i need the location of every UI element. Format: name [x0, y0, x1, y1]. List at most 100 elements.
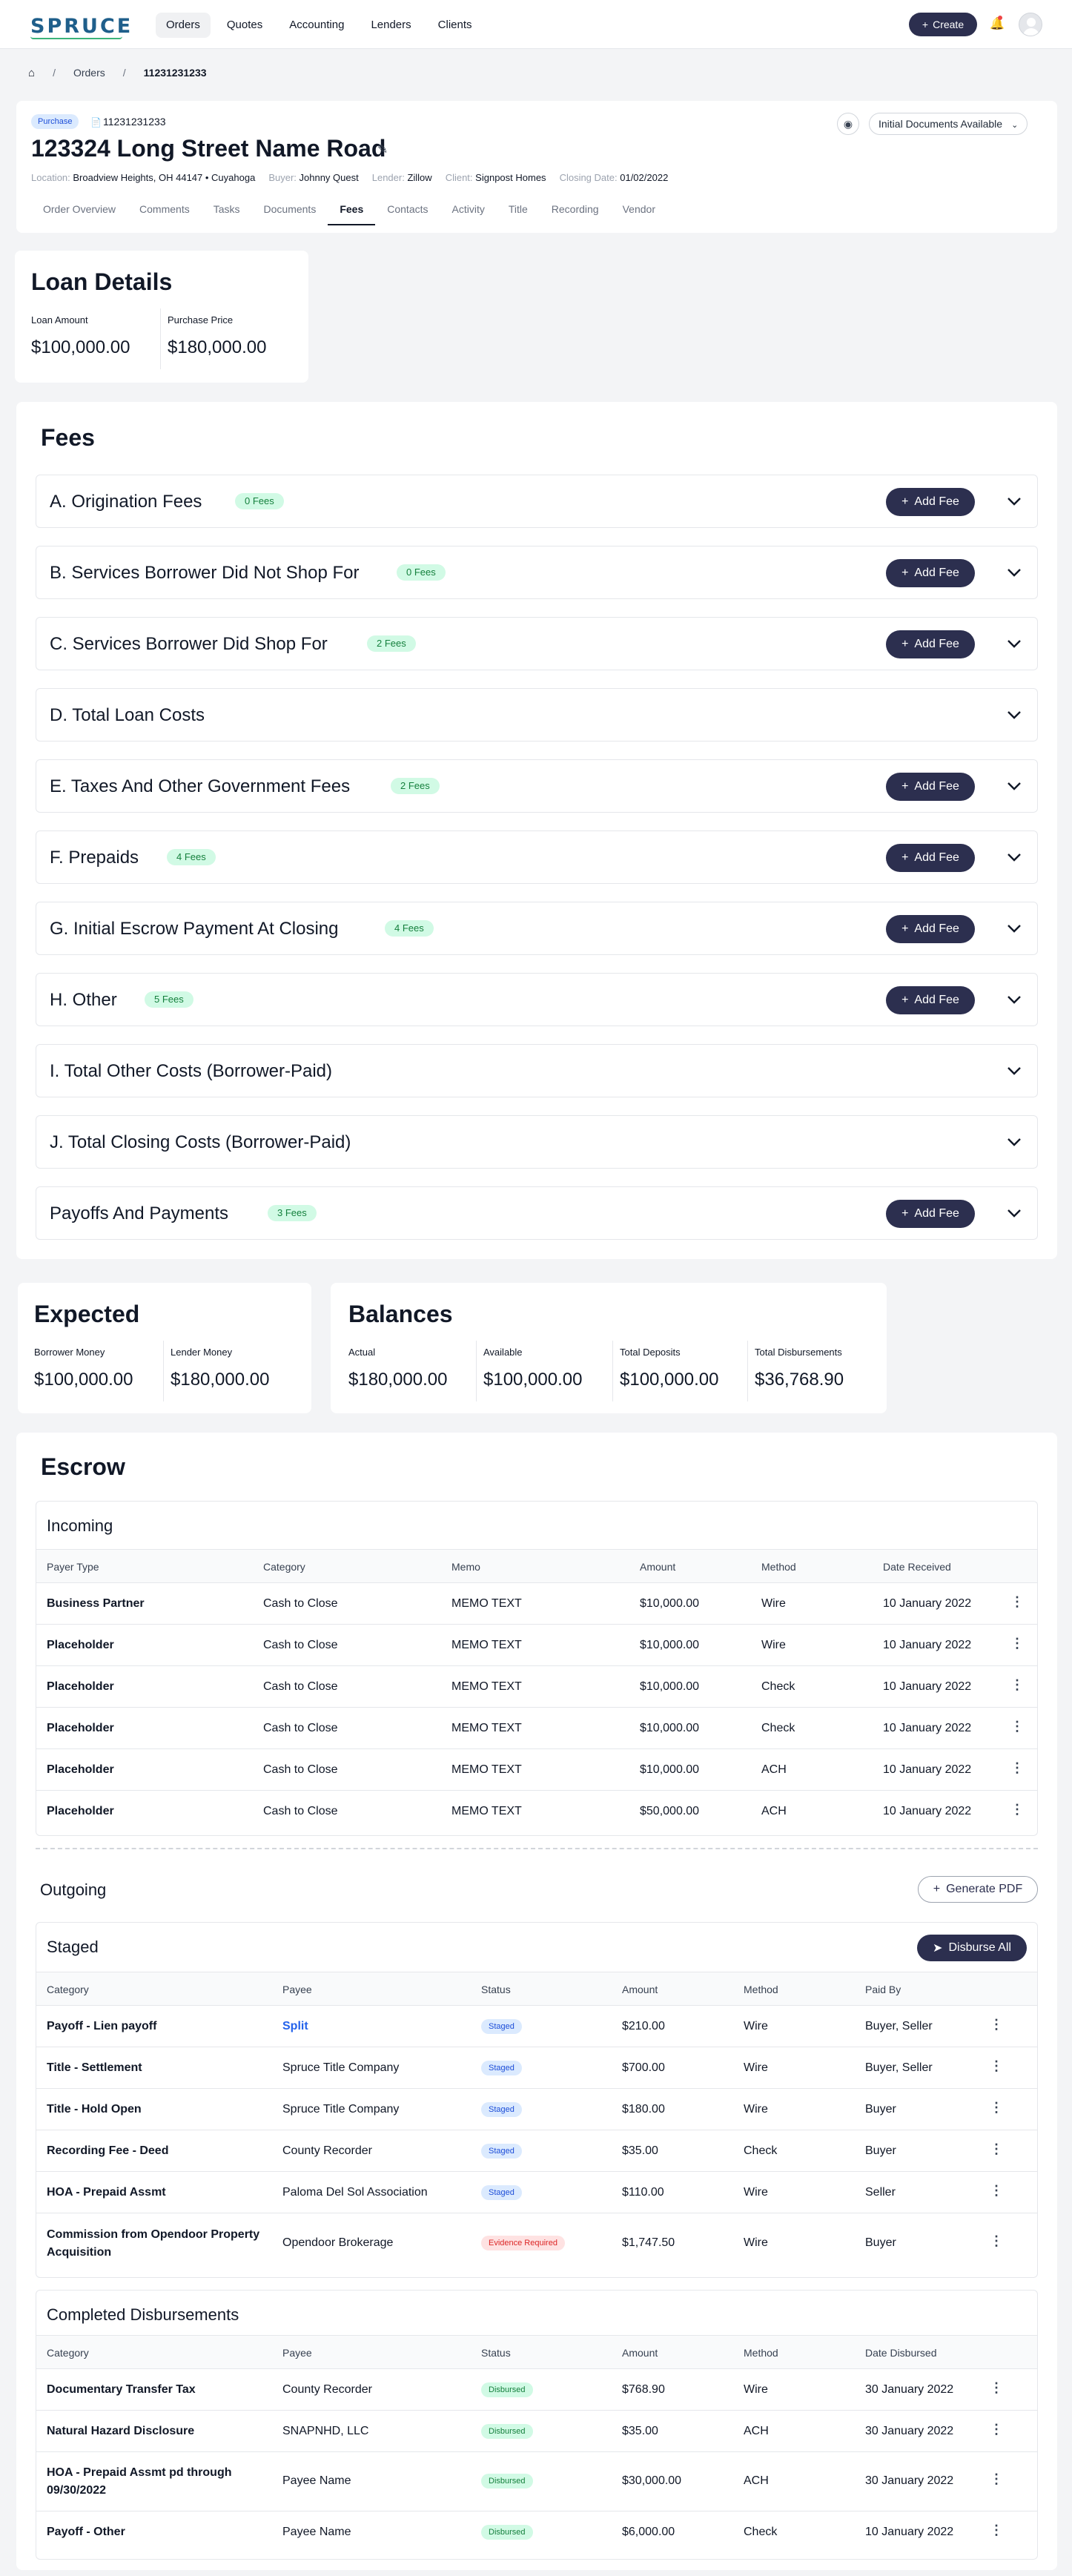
tab-activity[interactable]: Activity [451, 203, 485, 215]
nav-accounting[interactable]: Accounting [289, 19, 345, 31]
payer-type: Placeholder [47, 1763, 114, 1776]
tab-documents[interactable]: Documents [263, 203, 317, 215]
chevron-down-icon[interactable] [1003, 1060, 1025, 1082]
more-options-icon[interactable]: ⋮ [990, 2380, 1003, 2395]
method: Wire [744, 2236, 768, 2249]
disburse-all-button[interactable]: ➤ Disburse All [917, 1935, 1027, 1961]
tab-fees[interactable]: Fees [328, 200, 376, 225]
more-options-icon[interactable]: ⋮ [990, 2183, 1003, 2198]
payee-split-link[interactable]: Split [282, 2020, 308, 2032]
more-options-icon[interactable]: ⋮ [990, 2058, 1003, 2073]
add-fee-button[interactable]: + Add Fee [886, 1200, 975, 1228]
chevron-down-icon[interactable] [1003, 775, 1025, 797]
more-options-icon[interactable]: ⋮ [1010, 1636, 1024, 1651]
fee-section-b[interactable]: B. Services Borrower Did Not Shop For 0 … [36, 546, 1038, 599]
fee-section-f[interactable]: F. Prepaids 4 Fees + Add Fee [36, 830, 1038, 884]
add-fee-button[interactable]: + Add Fee [886, 630, 975, 658]
chevron-down-icon[interactable] [1003, 490, 1025, 512]
method: ACH [761, 1763, 787, 1776]
add-fee-button[interactable]: + Add Fee [886, 773, 975, 801]
more-options-icon[interactable]: ⋮ [990, 2523, 1003, 2537]
bell-icon[interactable]: 🔔 [990, 18, 1005, 30]
column-header: Status [481, 1984, 511, 1995]
fee-section-i[interactable]: I. Total Other Costs (Borrower-Paid) [36, 1044, 1038, 1097]
create-button[interactable]: + Create [909, 13, 977, 36]
table-row: Commission from Opendoor Property Acquis… [36, 2213, 1037, 2274]
more-options-icon[interactable]: ⋮ [1010, 1802, 1024, 1817]
breadcrumb-orders[interactable]: Orders [73, 67, 105, 79]
add-fee-button[interactable]: + Add Fee [886, 915, 975, 943]
fee-section-payoffs[interactable]: Payoffs And Payments 3 Fees + Add Fee [36, 1186, 1038, 1240]
chevron-down-icon[interactable] [1003, 1202, 1025, 1224]
method: Check [761, 1680, 795, 1693]
add-fee-button[interactable]: + Add Fee [886, 844, 975, 872]
add-fee-button[interactable]: + Add Fee [886, 488, 975, 516]
column-header: Payee [282, 1984, 312, 1995]
fee-section-g[interactable]: G. Initial Escrow Payment At Closing 4 F… [36, 902, 1038, 955]
divider [476, 1341, 477, 1401]
tab-vendor[interactable]: Vendor [622, 203, 655, 215]
status-badge: Disbursed [481, 2382, 533, 2397]
column-header: Payer Type [47, 1561, 99, 1573]
more-options-icon[interactable]: ⋮ [1010, 1677, 1024, 1692]
eye-icon[interactable]: ◉ [837, 113, 859, 135]
tab-tasks[interactable]: Tasks [213, 203, 240, 215]
chevron-down-icon[interactable] [1003, 1131, 1025, 1153]
divider [160, 308, 161, 369]
more-options-icon[interactable]: ⋮ [990, 2141, 1003, 2156]
more-options-icon[interactable]: ⋮ [990, 2233, 1003, 2248]
nav-orders[interactable]: Orders [156, 13, 211, 38]
create-label: Create [933, 19, 965, 30]
category: Title - Hold Open [47, 2103, 142, 2116]
payee: County Recorder [282, 2144, 372, 2157]
more-options-icon[interactable]: ⋮ [990, 2100, 1003, 2115]
fee-section-c[interactable]: C. Services Borrower Did Shop For 2 Fees… [36, 617, 1038, 670]
tab-recording[interactable]: Recording [551, 203, 599, 215]
tab-comments[interactable]: Comments [139, 203, 190, 215]
home-icon[interactable]: ⌂ [28, 66, 36, 79]
fee-section-d[interactable]: D. Total Loan Costs [36, 688, 1038, 742]
more-options-icon[interactable]: ⋮ [990, 2422, 1003, 2437]
tab-order-overview[interactable]: Order Overview [43, 203, 116, 215]
method: Check [761, 1722, 795, 1734]
nav-clients[interactable]: Clients [437, 19, 472, 31]
chevron-down-icon[interactable] [1003, 988, 1025, 1011]
tab-contacts[interactable]: Contacts [387, 203, 429, 215]
more-options-icon[interactable]: ⋮ [990, 2471, 1003, 2486]
avatar[interactable] [1019, 13, 1042, 36]
more-options-icon[interactable]: ⋮ [1010, 1719, 1024, 1734]
date-received: 10 January 2022 [883, 1597, 972, 1610]
chevron-down-icon[interactable] [1003, 846, 1025, 868]
chevron-down-icon[interactable] [1003, 633, 1025, 655]
method: Wire [744, 2186, 768, 2199]
plus-icon: + [901, 1207, 909, 1220]
fee-section-title: J. Total Closing Costs (Borrower-Paid) [50, 1132, 351, 1152]
add-fee-button[interactable]: + Add Fee [886, 986, 975, 1014]
meta-location: Location: Broadview Heights, OH 44147 • … [31, 172, 255, 183]
chevron-down-icon[interactable] [1003, 704, 1025, 726]
more-options-icon[interactable]: ⋮ [1010, 1594, 1024, 1609]
nav-lenders[interactable]: Lenders [371, 19, 411, 31]
chevron-down-icon[interactable] [1003, 917, 1025, 939]
nav-quotes[interactable]: Quotes [226, 19, 263, 31]
plus-icon: + [901, 567, 909, 579]
more-options-icon[interactable]: ⋮ [990, 2017, 1003, 2032]
edit-icon[interactable]: ✎ [377, 142, 388, 156]
incoming-title: Incoming [47, 1516, 113, 1535]
more-options-icon[interactable]: ⋮ [1010, 1760, 1024, 1775]
spruce-logo[interactable]: SPRUCE [30, 15, 133, 38]
status-select[interactable]: Initial Documents Available ⌄ [869, 113, 1028, 135]
stat-value: $100,000.00 [34, 1370, 133, 1390]
tab-title[interactable]: Title [508, 203, 528, 215]
category: Payoff - Lien payoff [47, 2020, 157, 2032]
add-fee-button[interactable]: + Add Fee [886, 559, 975, 587]
column-header: Method [744, 1984, 778, 1995]
chevron-down-icon[interactable] [1003, 561, 1025, 584]
fee-section-h[interactable]: H. Other 5 Fees + Add Fee [36, 973, 1038, 1026]
status-badge: Staged [481, 2144, 522, 2159]
stat-value: $100,000.00 [483, 1370, 583, 1390]
fee-section-e[interactable]: E. Taxes And Other Government Fees 2 Fee… [36, 759, 1038, 813]
generate-pdf-button[interactable]: + Generate PDF [918, 1876, 1038, 1903]
fee-section-j[interactable]: J. Total Closing Costs (Borrower-Paid) [36, 1115, 1038, 1169]
fee-section-a[interactable]: A. Origination Fees 0 Fees + Add Fee [36, 475, 1038, 528]
